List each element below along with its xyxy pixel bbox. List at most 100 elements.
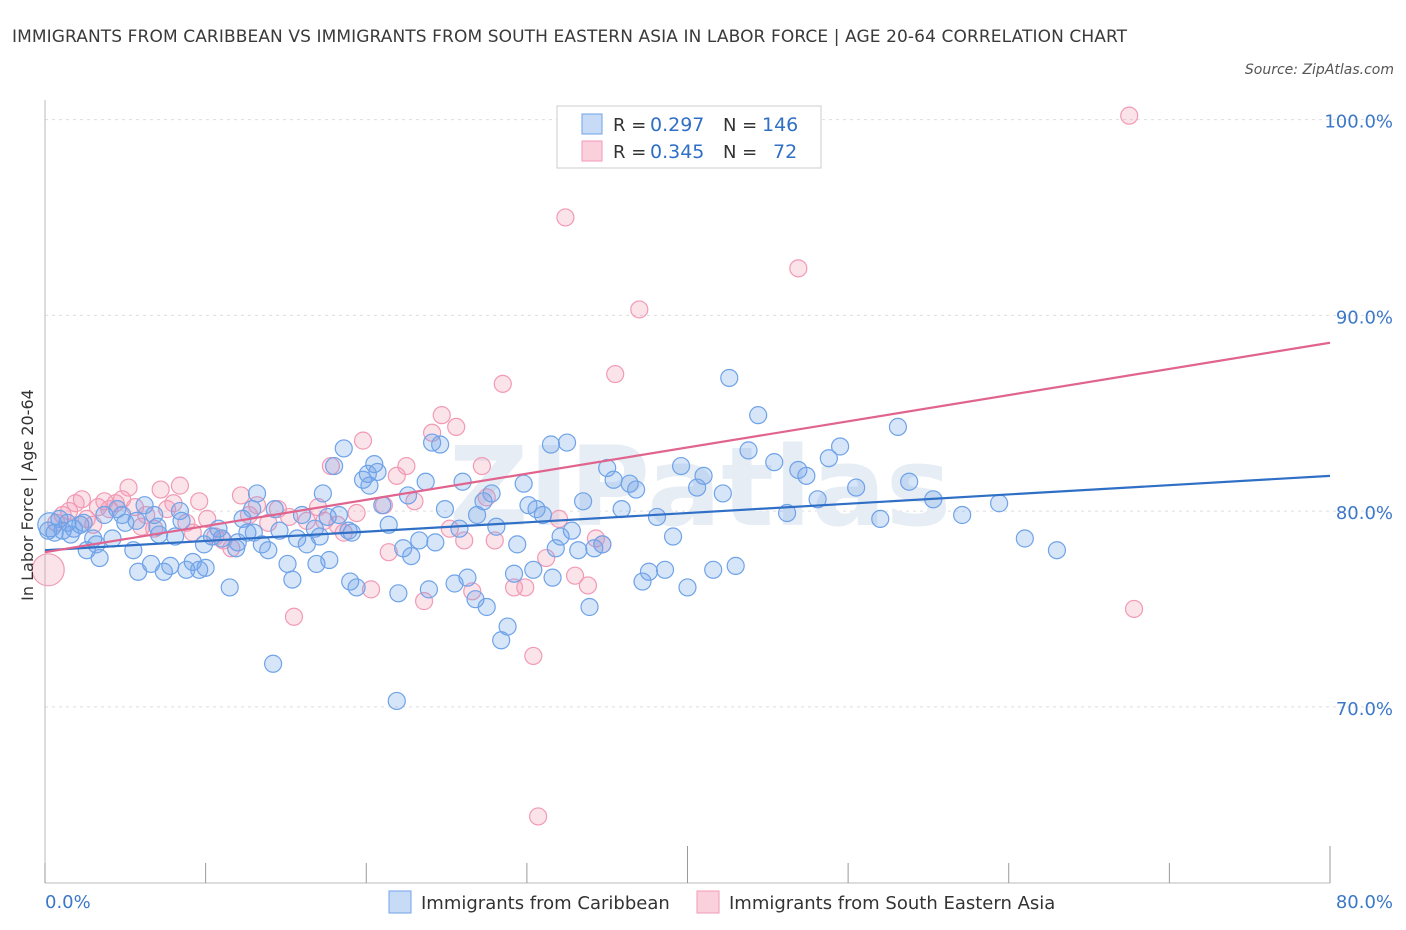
stats-r-value-caribbean: 0.297 [650,114,704,136]
point-caribbean [678,578,697,597]
point-sea [537,548,556,568]
point-caribbean [227,539,246,558]
point-caribbean [487,517,506,536]
point-sea [170,476,190,495]
point-sea [361,580,381,599]
point-caribbean [543,568,562,587]
point-caribbean [819,449,838,468]
y-tick-labels: 70.0% 80.0% 90.0% 100.0% [1324,112,1393,720]
point-caribbean [808,490,827,509]
point-caribbean [900,472,919,491]
point-caribbean [283,570,302,589]
point-caribbean [633,572,652,591]
point-caribbean [990,494,1009,513]
legend-swatch-caribbean [388,890,412,914]
y-tick-label: 80.0% [1336,503,1393,524]
point-caribbean [263,654,283,673]
point-sea [31,553,65,587]
point-caribbean [953,505,972,525]
stats-n-label-sea: N = [723,142,757,163]
point-sea [387,466,406,485]
point-caribbean [259,541,278,560]
point-sea [789,259,808,278]
point-caribbean [639,562,659,581]
point-caribbean [410,531,429,550]
point-sea [284,607,304,626]
legend-label-sea: Immigrants from South Eastern Asia [729,893,1055,914]
point-caribbean [688,478,707,497]
trend-line-sea [44,341,1331,554]
chart-source: Source: ZipAtlas.com [1244,62,1394,78]
point-caribbean [112,505,132,525]
point-caribbean [435,500,455,519]
point-sea [1120,106,1139,125]
point-caribbean [39,521,58,540]
point-sea [630,300,649,319]
point-caribbean [626,480,646,499]
stats-r-value-sea: 0.345 [650,141,704,163]
point-caribbean [533,505,553,525]
point-caribbean [694,466,713,485]
point-caribbean [713,484,732,503]
point-sea [565,566,585,585]
point-sea [455,531,474,550]
point-caribbean [663,527,683,546]
point-caribbean [74,513,93,532]
point-caribbean [612,500,631,519]
point-sea [485,531,504,550]
point-caribbean [305,519,324,538]
point-sea [440,519,459,538]
point-caribbean [726,556,745,575]
point-sea [578,576,598,595]
bottom-legend: Immigrants from Caribbean Immigrants fro… [388,890,1055,914]
point-caribbean [247,484,267,503]
y-axis-label: In Labor Force | Age 20-64 [18,389,37,601]
y-tick-label: 100.0% [1324,112,1393,133]
point-sea [397,456,416,476]
point-sea [353,431,373,450]
point-caribbean [546,539,565,558]
series-caribbean-points [37,368,1067,711]
point-caribbean [739,441,758,460]
point-caribbean [194,535,214,554]
point-caribbean [573,492,593,511]
point-caribbean [524,560,543,579]
point-caribbean [704,560,723,579]
point-caribbean [145,505,164,525]
point-caribbean [498,617,517,636]
y-tick-label: 90.0% [1336,307,1393,328]
point-caribbean [1015,529,1034,548]
x-tick-labels: 0.0% 80.0% [45,892,1393,913]
point-caribbean [1047,541,1067,560]
point-caribbean [871,509,890,529]
point-caribbean [387,691,406,711]
point-caribbean [431,435,450,454]
point-sea [379,543,398,562]
point-caribbean [389,584,408,603]
gridlines [45,119,1390,708]
point-caribbean [557,433,577,452]
point-caribbean [313,484,332,503]
x-tick-label: 0.0% [45,892,91,913]
point-caribbean [196,558,215,577]
point-caribbean [71,515,90,534]
point-caribbean [90,548,109,568]
series-sea-points [31,106,1144,826]
point-caribbean [220,578,239,597]
point-caribbean [847,478,866,497]
point-caribbean [720,368,739,388]
point-caribbean [278,554,297,574]
point-caribbean [797,466,816,485]
trend-line-caribbean [44,474,1331,552]
point-caribbean [593,535,612,554]
point-caribbean [466,590,485,609]
point-sea [414,592,434,611]
point-sea [472,456,491,476]
point-sea [231,486,251,505]
point-caribbean [749,406,768,425]
point-caribbean [135,496,154,515]
point-sea [347,503,366,523]
point-caribbean [170,501,190,521]
point-caribbean [655,560,675,579]
